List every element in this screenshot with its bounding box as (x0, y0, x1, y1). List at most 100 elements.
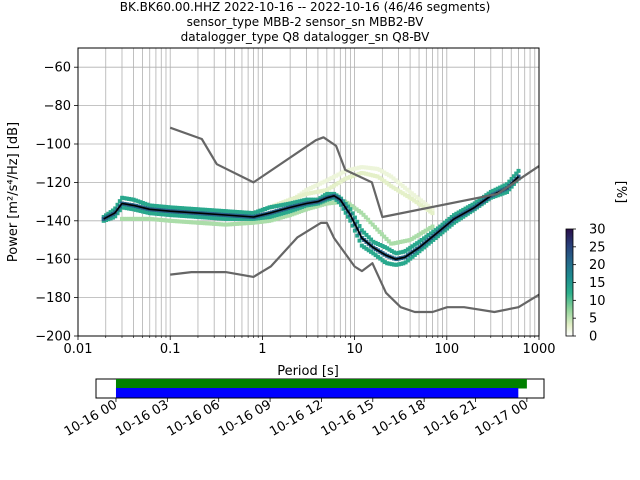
density-cell (115, 211, 120, 216)
density-cell (308, 186, 313, 191)
density-cell (258, 216, 263, 221)
x-axis-label: Period [s] (277, 364, 339, 379)
density-cell (331, 200, 336, 205)
density-cell (193, 207, 198, 212)
density-cell (295, 195, 300, 200)
density-cell (157, 204, 162, 209)
density-cell (246, 216, 251, 221)
density-cell (400, 191, 405, 196)
density-cell (416, 232, 421, 237)
density-cell (384, 236, 389, 241)
density-cell (373, 253, 378, 258)
density-cell (186, 206, 191, 211)
density-cell (154, 217, 159, 222)
density-cell (350, 174, 355, 179)
density-cell (320, 194, 325, 199)
density-cell (452, 220, 457, 225)
density-cell (463, 206, 468, 211)
density-cell (364, 246, 369, 251)
density-cell (108, 210, 113, 215)
density-cell (359, 165, 364, 170)
density-cell (304, 191, 309, 196)
density-cell (424, 243, 429, 248)
density-cell (233, 209, 238, 214)
density-cell (405, 258, 410, 263)
density-cell (131, 216, 136, 221)
density-cell (486, 191, 491, 196)
density-cell (348, 207, 353, 212)
y-tick-label: −160 (35, 253, 71, 268)
density-cell (117, 208, 122, 213)
colorbar-tick-label: 5 (589, 312, 597, 327)
density-cell (253, 210, 258, 215)
density-cell (258, 208, 263, 213)
density-cell (435, 226, 440, 231)
density-cell (297, 194, 302, 199)
density-cell (246, 210, 251, 215)
density-cell (237, 221, 242, 226)
density-cell (426, 233, 431, 238)
density-cell (196, 207, 201, 212)
density-cell (182, 206, 187, 211)
density-cell (230, 216, 235, 221)
density-cell (402, 239, 407, 244)
y-tick-label: −120 (35, 176, 71, 191)
density-cell (136, 216, 141, 221)
density-cell (147, 216, 152, 221)
density-cell (339, 196, 344, 201)
density-cell (177, 206, 182, 211)
density-cell (288, 201, 293, 206)
density-cell (142, 216, 147, 221)
density-cell (283, 210, 288, 215)
y-tick-label: −100 (35, 138, 71, 153)
density-cell (244, 216, 249, 221)
density-cell (279, 211, 284, 216)
density-cell (184, 206, 189, 211)
density-cell (505, 190, 510, 195)
density-cell (327, 186, 332, 191)
density-cell (345, 204, 350, 209)
x-tick-label: 10 (346, 342, 363, 357)
density-cell (401, 261, 406, 266)
density-cell (124, 196, 129, 201)
density-cell (165, 218, 170, 223)
density-cell (421, 230, 426, 235)
density-cell (122, 196, 127, 201)
density-cell (166, 212, 171, 217)
density-cell (189, 214, 194, 219)
density-cell (516, 168, 521, 173)
density-cell (393, 187, 398, 192)
density-cell (203, 215, 208, 220)
availability-blue (115, 388, 519, 398)
density-cell (246, 221, 251, 226)
density-cell (232, 222, 237, 227)
density-cell (343, 201, 348, 206)
density-cell (149, 217, 154, 222)
density-cell (430, 207, 435, 212)
density-cell (221, 209, 226, 214)
density-cell (299, 209, 304, 214)
density-cell (122, 216, 127, 221)
density-cell (507, 179, 512, 184)
density-cell (127, 206, 132, 211)
density-cell (414, 200, 419, 205)
density-cell (412, 198, 417, 203)
density-cell (214, 221, 219, 226)
density-cell (237, 210, 242, 215)
density-cell (396, 180, 401, 185)
density-cell (276, 216, 281, 221)
density-cell (119, 216, 124, 221)
psd-series (103, 126, 540, 314)
density-cell (493, 194, 498, 199)
density-cell (410, 244, 415, 249)
y-tick-label: −80 (44, 99, 71, 114)
density-cell (373, 225, 378, 230)
density-cell (281, 200, 286, 205)
x-tick-label: 1 (258, 342, 266, 357)
density-cell (445, 226, 450, 231)
density-cell (327, 177, 332, 182)
density-cell (366, 217, 371, 222)
density-cell (276, 203, 281, 208)
density-cell (221, 222, 226, 227)
y-tick-label: −60 (44, 61, 71, 76)
